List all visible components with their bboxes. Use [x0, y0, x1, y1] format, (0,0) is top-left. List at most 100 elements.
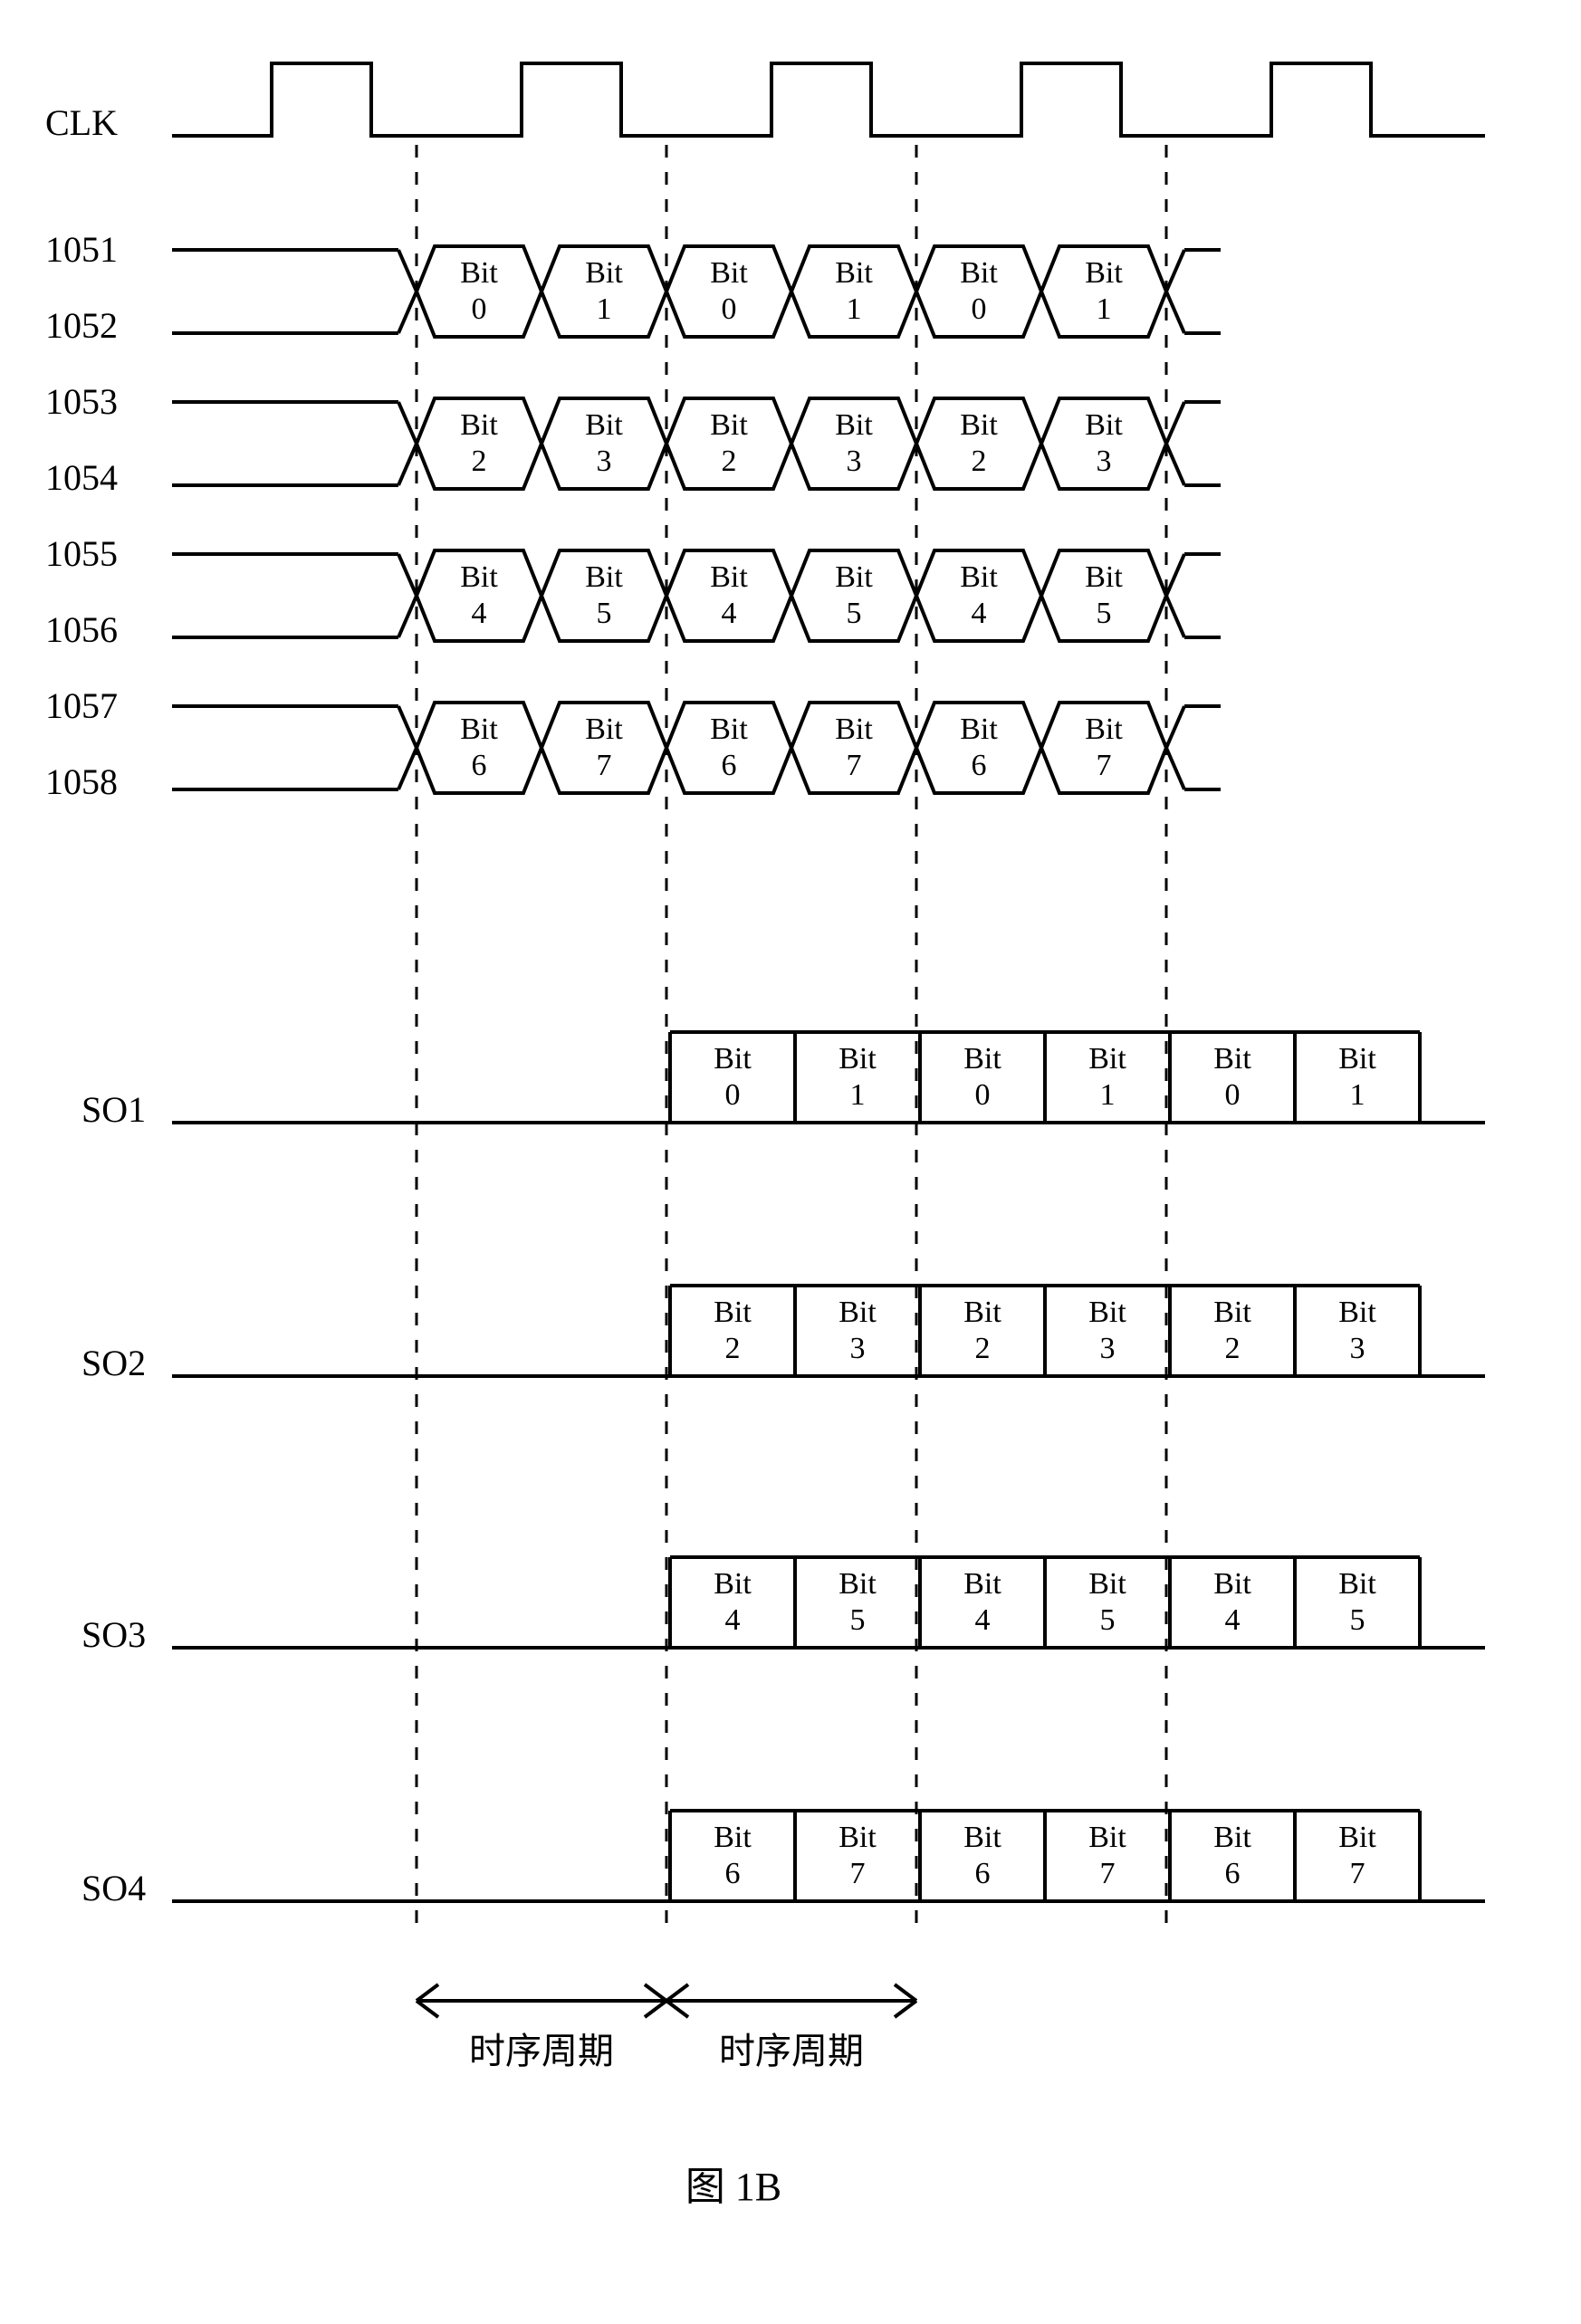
svg-text:Bit: Bit — [710, 560, 748, 594]
svg-text:4: 4 — [722, 597, 737, 630]
svg-text:Bit: Bit — [1213, 1042, 1251, 1076]
svg-text:7: 7 — [1350, 1857, 1365, 1890]
timing-diagram-svg: CLK10511052Bit0Bit1Bit0Bit1Bit0Bit110531… — [18, 18, 1557, 2281]
svg-text:Bit: Bit — [460, 256, 498, 290]
svg-text:7: 7 — [1100, 1857, 1116, 1890]
svg-text:SO1: SO1 — [81, 1089, 146, 1130]
svg-text:Bit: Bit — [838, 1567, 877, 1601]
svg-text:SO4: SO4 — [81, 1868, 146, 1908]
svg-text:3: 3 — [1350, 1332, 1365, 1365]
svg-text:Bit: Bit — [1088, 1296, 1126, 1329]
svg-text:Bit: Bit — [1213, 1296, 1251, 1329]
svg-text:2: 2 — [975, 1332, 991, 1365]
svg-text:Bit: Bit — [835, 713, 873, 746]
svg-text:Bit: Bit — [1213, 1821, 1251, 1854]
svg-text:Bit: Bit — [1085, 256, 1123, 290]
svg-text:7: 7 — [1097, 749, 1112, 782]
svg-text:1: 1 — [847, 292, 862, 326]
svg-text:0: 0 — [972, 292, 987, 326]
svg-text:5: 5 — [597, 597, 612, 630]
svg-text:Bit: Bit — [963, 1567, 1001, 1601]
svg-text:Bit: Bit — [960, 408, 998, 442]
svg-text:Bit: Bit — [838, 1042, 877, 1076]
svg-text:5: 5 — [1100, 1603, 1116, 1637]
svg-text:7: 7 — [850, 1857, 866, 1890]
svg-text:5: 5 — [850, 1603, 866, 1637]
svg-text:2: 2 — [472, 445, 487, 478]
svg-text:SO2: SO2 — [81, 1343, 146, 1383]
svg-text:1: 1 — [1097, 292, 1112, 326]
svg-text:3: 3 — [850, 1332, 866, 1365]
svg-text:4: 4 — [975, 1603, 991, 1637]
svg-text:CLK: CLK — [45, 102, 118, 143]
svg-text:Bit: Bit — [714, 1042, 752, 1076]
svg-text:1053: 1053 — [45, 381, 118, 422]
svg-text:1051: 1051 — [45, 229, 118, 270]
svg-text:0: 0 — [472, 292, 487, 326]
svg-text:1052: 1052 — [45, 305, 118, 346]
svg-text:Bit: Bit — [710, 408, 748, 442]
svg-text:Bit: Bit — [585, 408, 623, 442]
svg-text:6: 6 — [975, 1857, 991, 1890]
svg-text:2: 2 — [972, 445, 987, 478]
svg-text:2: 2 — [722, 445, 737, 478]
svg-text:时序周期: 时序周期 — [719, 2031, 864, 2071]
svg-text:Bit: Bit — [960, 713, 998, 746]
svg-text:Bit: Bit — [1085, 560, 1123, 594]
svg-text:Bit: Bit — [1088, 1821, 1126, 1854]
svg-text:Bit: Bit — [460, 713, 498, 746]
svg-text:5: 5 — [1350, 1603, 1365, 1637]
svg-text:图 1B: 图 1B — [685, 2165, 781, 2209]
svg-text:1054: 1054 — [45, 457, 118, 498]
svg-text:Bit: Bit — [585, 256, 623, 290]
svg-text:Bit: Bit — [963, 1042, 1001, 1076]
svg-text:6: 6 — [1225, 1857, 1241, 1890]
svg-text:Bit: Bit — [1088, 1567, 1126, 1601]
svg-text:0: 0 — [722, 292, 737, 326]
svg-text:Bit: Bit — [714, 1296, 752, 1329]
svg-text:Bit: Bit — [835, 560, 873, 594]
svg-text:0: 0 — [725, 1078, 741, 1112]
svg-text:Bit: Bit — [585, 713, 623, 746]
svg-text:Bit: Bit — [1338, 1296, 1376, 1329]
svg-text:2: 2 — [1225, 1332, 1241, 1365]
svg-text:6: 6 — [472, 749, 487, 782]
svg-text:Bit: Bit — [1338, 1821, 1376, 1854]
svg-text:3: 3 — [847, 445, 862, 478]
svg-text:Bit: Bit — [460, 408, 498, 442]
svg-text:Bit: Bit — [460, 560, 498, 594]
svg-text:3: 3 — [1097, 445, 1112, 478]
svg-text:Bit: Bit — [1338, 1567, 1376, 1601]
svg-text:6: 6 — [972, 749, 987, 782]
svg-text:5: 5 — [1097, 597, 1112, 630]
svg-text:4: 4 — [725, 1603, 741, 1637]
timing-diagram-container: CLK10511052Bit0Bit1Bit0Bit1Bit0Bit110531… — [18, 18, 1557, 2281]
svg-text:Bit: Bit — [1085, 408, 1123, 442]
svg-text:Bit: Bit — [960, 560, 998, 594]
svg-text:Bit: Bit — [710, 256, 748, 290]
svg-text:1057: 1057 — [45, 685, 118, 726]
svg-text:Bit: Bit — [1088, 1042, 1126, 1076]
svg-text:3: 3 — [1100, 1332, 1116, 1365]
svg-text:Bit: Bit — [838, 1821, 877, 1854]
svg-text:1: 1 — [597, 292, 612, 326]
svg-text:2: 2 — [725, 1332, 741, 1365]
svg-text:1: 1 — [1100, 1078, 1116, 1112]
svg-text:Bit: Bit — [1085, 713, 1123, 746]
svg-text:6: 6 — [725, 1857, 741, 1890]
svg-text:Bit: Bit — [835, 256, 873, 290]
svg-text:3: 3 — [597, 445, 612, 478]
svg-text:4: 4 — [472, 597, 487, 630]
svg-text:4: 4 — [972, 597, 987, 630]
svg-text:Bit: Bit — [1213, 1567, 1251, 1601]
svg-text:时序周期: 时序周期 — [469, 2031, 614, 2071]
svg-text:1058: 1058 — [45, 761, 118, 802]
svg-text:4: 4 — [1225, 1603, 1241, 1637]
svg-text:1056: 1056 — [45, 609, 118, 650]
svg-text:1: 1 — [1350, 1078, 1365, 1112]
svg-text:1055: 1055 — [45, 533, 118, 574]
svg-text:Bit: Bit — [960, 256, 998, 290]
svg-text:Bit: Bit — [963, 1821, 1001, 1854]
svg-text:0: 0 — [975, 1078, 991, 1112]
svg-text:Bit: Bit — [1338, 1042, 1376, 1076]
